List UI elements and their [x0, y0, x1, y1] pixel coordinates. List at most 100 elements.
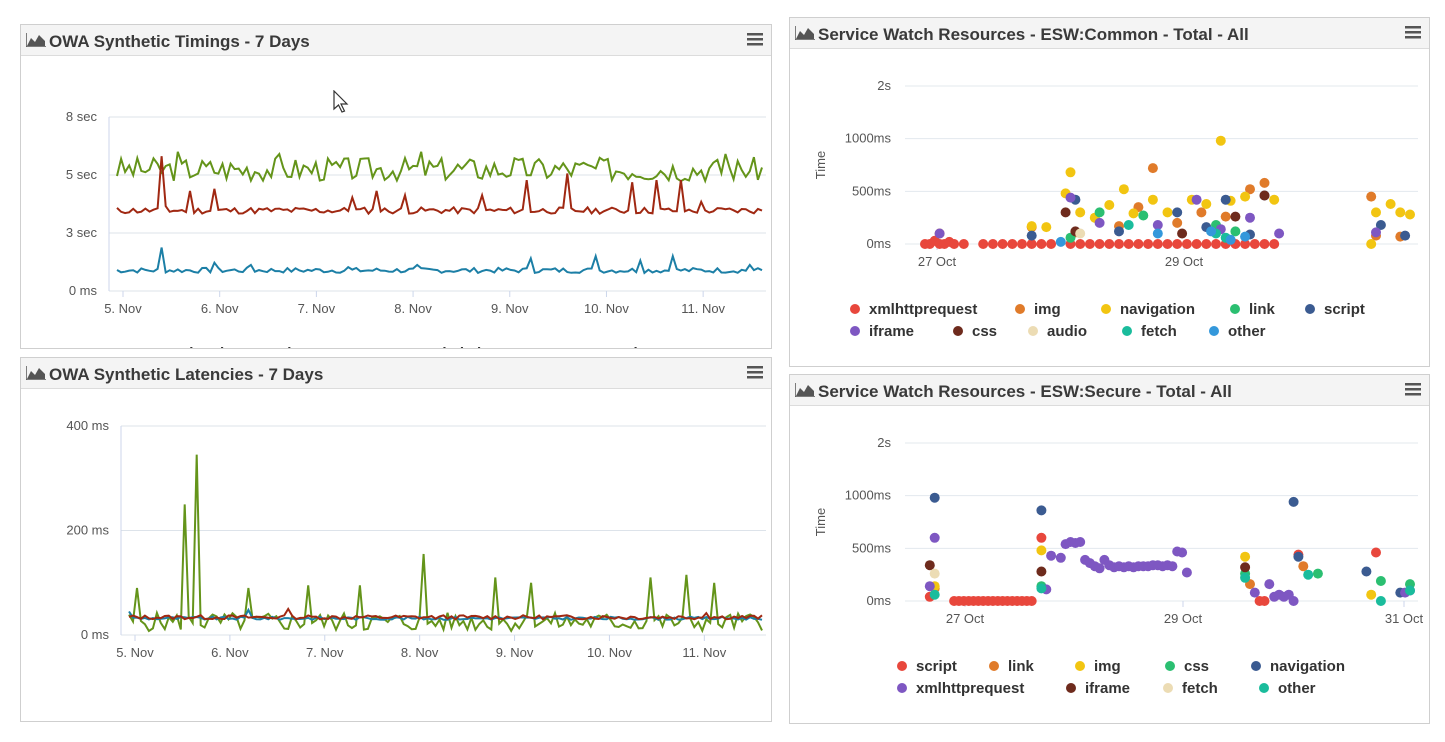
- data-point: [1366, 589, 1377, 600]
- x-tick-label: 9. Nov: [496, 645, 534, 660]
- data-point: [1375, 576, 1386, 586]
- data-point: [1312, 568, 1323, 579]
- data-point: [934, 228, 945, 239]
- data-point: [1288, 596, 1299, 606]
- data-point: [1201, 239, 1212, 249]
- legend-item: other: [1278, 680, 1316, 697]
- data-point: [949, 239, 960, 249]
- data-point: [1036, 566, 1047, 577]
- data-point: [1245, 184, 1255, 195]
- hamburger-menu-icon[interactable]: [747, 32, 763, 46]
- data-point: [1094, 217, 1105, 228]
- data-point: [1055, 236, 1066, 247]
- timings-panel: OWA Synthetic Timings - 7 Days 8 sec 5 se…: [20, 24, 772, 349]
- data-point: [1366, 239, 1377, 249]
- legend-marker: [1075, 661, 1085, 671]
- panel-header: OWA Synthetic Latencies - 7 Days: [21, 358, 771, 389]
- data-point: [1206, 226, 1217, 237]
- data-point: [1400, 230, 1411, 241]
- data-point: [1152, 239, 1163, 249]
- y-tick-label: 5 sec: [66, 167, 98, 182]
- panel-title: OWA Synthetic Timings - 7 Days: [49, 32, 310, 51]
- legend-marker: [1259, 683, 1269, 693]
- data-point: [1026, 230, 1037, 241]
- legend-item: DOM Loaded Time: [372, 345, 503, 348]
- data-point: [1230, 211, 1241, 222]
- data-point: [929, 532, 940, 543]
- legend-item: audio: [1047, 323, 1087, 340]
- data-point: [1147, 163, 1158, 174]
- data-point: [1215, 135, 1226, 146]
- data-point: [924, 560, 935, 571]
- hamburger-menu-icon[interactable]: [747, 365, 763, 379]
- legend-item: css: [972, 323, 997, 340]
- data-point: [1293, 551, 1304, 562]
- data-point: [1211, 239, 1221, 249]
- y-tick-label: 0 ms: [69, 283, 98, 298]
- data-point: [1036, 239, 1047, 249]
- x-tick-label: 31 Oct: [1385, 611, 1424, 626]
- latencies-panel: OWA Synthetic Latencies - 7 Days 400 ms 2…: [20, 357, 772, 722]
- legend-marker: [1230, 304, 1240, 314]
- data-point: [1395, 207, 1406, 218]
- data-point: [929, 492, 940, 503]
- legend-item: fetch: [1141, 323, 1177, 340]
- data-point: [1026, 596, 1037, 606]
- legend-marker: [1305, 304, 1315, 314]
- data-point: [924, 581, 935, 592]
- y-tick-label: 0ms: [866, 236, 891, 251]
- hamburger-menu-icon[interactable]: [1405, 25, 1421, 39]
- data-point: [1220, 194, 1231, 205]
- legend-marker: [1066, 683, 1076, 693]
- data-point: [1240, 231, 1251, 242]
- hamburger-menu-icon[interactable]: [1405, 382, 1421, 396]
- legend-item: navigation: [1120, 301, 1195, 318]
- y-axis-title: Time: [813, 508, 828, 536]
- data-point: [1026, 239, 1037, 249]
- secure-scatter-chart: 2s 1000ms 500ms 0ms Time 27 Oct 29 Oct 31 Oct sc…: [813, 435, 1424, 697]
- data-point: [1118, 184, 1129, 195]
- y-axis-title: Time: [813, 151, 828, 179]
- data-point: [1375, 220, 1386, 230]
- panel-title: Service Watch Resources - ESW:Common - T…: [818, 25, 1249, 44]
- secure-resources-panel: Service Watch Resources - ESW:Secure - T…: [789, 374, 1430, 724]
- data-point: [1385, 199, 1396, 209]
- legend-item: xmlhttprequest: [916, 680, 1024, 697]
- data-point: [1181, 567, 1192, 578]
- common-scatter-chart: 2s 1000ms 500ms 0ms Time 27 Oct 29 Oct xmlhttpr…: [813, 78, 1418, 340]
- data-point: [1245, 212, 1255, 223]
- legend-marker: [850, 326, 860, 336]
- data-point: [1259, 177, 1270, 188]
- x-tick-label: 11. Nov: [681, 301, 725, 316]
- x-tick-label: 10. Nov: [584, 301, 629, 316]
- legend-marker: [1251, 661, 1261, 671]
- data-point: [1371, 547, 1381, 558]
- x-tick-label: 5. Nov: [116, 645, 154, 660]
- data-point: [1060, 207, 1071, 218]
- data-point: [1405, 209, 1415, 220]
- y-tick-label: 2s: [877, 435, 891, 450]
- data-point: [1240, 239, 1251, 249]
- data-point: [1075, 537, 1086, 547]
- latencies-line-chart: 400 ms 200 ms 0 ms 5. Nov 6. Nov 7. Nov 8. Nov…: [66, 418, 766, 660]
- x-tick-label: 29 Oct: [1164, 611, 1203, 626]
- legend-marker: [850, 304, 860, 314]
- legend-marker: [1101, 304, 1111, 314]
- data-point: [1249, 239, 1260, 249]
- data-point: [1240, 551, 1251, 562]
- data-point: [1138, 210, 1149, 221]
- area-chart-icon: [795, 383, 815, 397]
- x-tick-label: 5. Nov: [104, 301, 142, 316]
- data-point: [1371, 207, 1381, 218]
- data-point: [1065, 167, 1076, 178]
- data-point: [1065, 192, 1076, 203]
- panel-header: Service Watch Resources - ESW:Common - T…: [790, 18, 1429, 49]
- data-point: [1084, 239, 1095, 249]
- series-line: [116, 247, 763, 275]
- data-point: [1303, 569, 1314, 580]
- y-tick-label: 3 sec: [66, 225, 98, 240]
- data-point: [1094, 563, 1105, 574]
- legend-marker: [1028, 326, 1038, 336]
- legend-marker: [1209, 326, 1219, 336]
- data-point: [1128, 208, 1139, 219]
